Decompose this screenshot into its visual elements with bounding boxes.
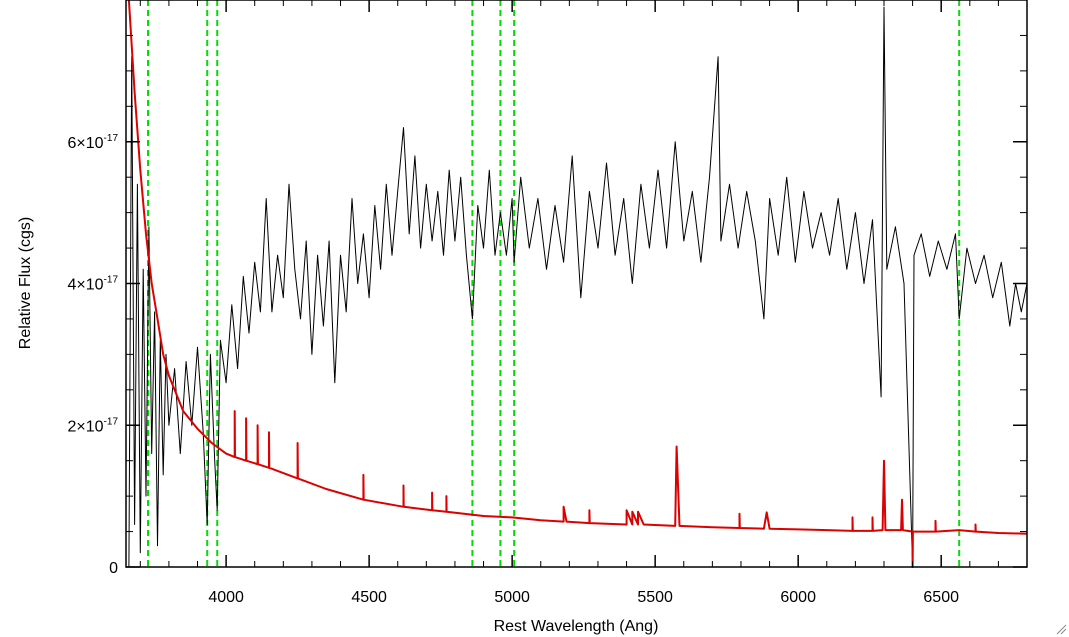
spectrum-series-line [128, 6, 1028, 568]
series-layer [127, 0, 1028, 568]
y-tick-label: 2×10-17 [68, 416, 119, 435]
x-tick-label: 4500 [351, 589, 387, 606]
resize-grip-icon[interactable] [1055, 623, 1067, 635]
x-axis-label: Rest Wavelength (Ang) [494, 618, 659, 635]
x-tick-label: 6000 [780, 589, 816, 606]
x-axis-ticks: 4000 4500 5000 5500 6000 6500 [139, 0, 1028, 606]
reference-lines [147, 0, 961, 567]
x-tick-label: 5500 [637, 589, 673, 606]
y-tick-label: 6×10-17 [68, 133, 119, 152]
x-tick-label: 6500 [923, 589, 959, 606]
y-axis-ticks: 0 2×10-17 4×10-17 6×10-17 [68, 34, 1027, 577]
y-axis-label: Relative Flux (cgs) [17, 217, 34, 349]
x-tick-label: 4000 [208, 589, 244, 606]
model-series-line [127, 0, 1028, 568]
x-tick-label: 5000 [494, 589, 530, 606]
y-tick-label: 4×10-17 [68, 275, 119, 294]
y-tick-label: 0 [109, 560, 118, 577]
